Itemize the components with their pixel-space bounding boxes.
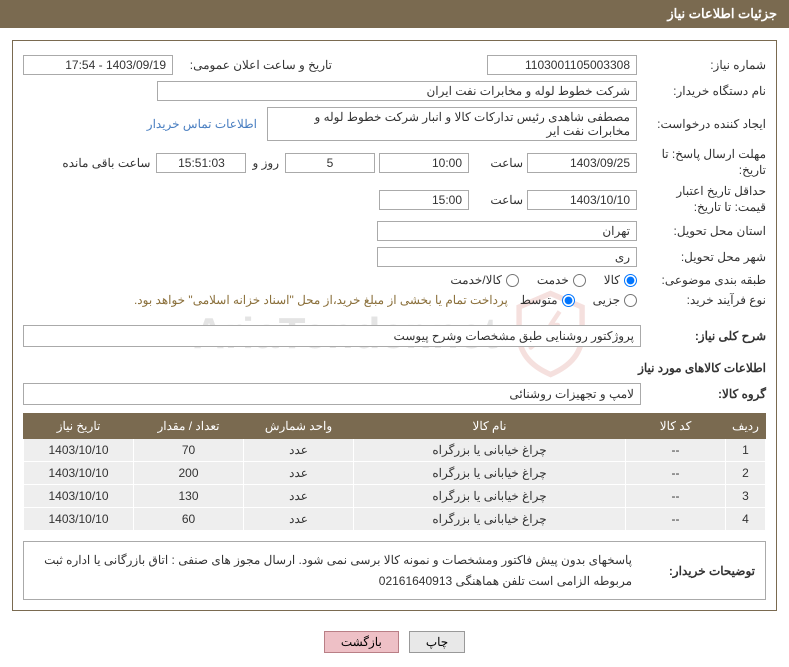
cell-qty: 200 xyxy=(134,462,244,485)
need-desc-value: پروژکتور روشنایی طبق مشخصات وشرح پیوست xyxy=(23,325,641,347)
delivery-province-label: استان محل تحویل: xyxy=(641,224,766,238)
buyer-notes-label: توضیحات خریدار: xyxy=(640,564,755,578)
back-button[interactable]: بازگشت xyxy=(324,631,399,653)
cell-date: 1403/10/10 xyxy=(24,462,134,485)
subject-radio-goods[interactable]: کالا xyxy=(604,273,637,287)
subject-radio-service[interactable]: خدمت xyxy=(537,273,586,287)
cell-code: -- xyxy=(626,508,726,531)
cell-unit: عدد xyxy=(244,485,354,508)
goods-info-title: اطلاعات کالاهای مورد نیاز xyxy=(23,361,766,375)
remain-word: ساعت باقی مانده xyxy=(62,156,150,170)
subject-class-label: طبقه بندی موضوعی: xyxy=(641,273,766,287)
button-bar: چاپ بازگشت xyxy=(0,623,789,667)
cell-idx: 2 xyxy=(726,462,766,485)
th-date: تاریخ نیاز xyxy=(24,414,134,439)
cell-idx: 1 xyxy=(726,439,766,462)
goods-group-value: لامپ و تجهیزات روشنائی xyxy=(23,383,641,405)
need-number-label: شماره نیاز: xyxy=(641,58,766,72)
cell-qty: 60 xyxy=(134,508,244,531)
response-days-remaining: 5 xyxy=(285,153,375,173)
buyer-org-value: شرکت خطوط لوله و مخابرات نفت ایران xyxy=(157,81,637,101)
table-row: 1--چراغ خیابانی یا بزرگراهعدد701403/10/1… xyxy=(24,439,766,462)
cell-name: چراغ خیابانی یا بزرگراه xyxy=(354,508,626,531)
delivery-province-value: تهران xyxy=(377,221,637,241)
panel-title: جزئیات اطلاعات نیاز xyxy=(667,6,777,21)
delivery-city-label: شهر محل تحویل: xyxy=(641,250,766,264)
purchase-radio-medium[interactable]: متوسط xyxy=(520,293,575,307)
price-validity-label: حداقل تاریخ اعتبار قیمت: تا تاریخ: xyxy=(641,184,766,215)
cell-unit: عدد xyxy=(244,508,354,531)
purchase-type-radios: جزیی متوسط xyxy=(520,293,637,307)
subject-radio-both[interactable]: کالا/خدمت xyxy=(450,273,518,287)
subject-class-radios: کالا خدمت کالا/خدمت xyxy=(450,273,637,287)
cell-date: 1403/10/10 xyxy=(24,485,134,508)
purchase-type-label: نوع فرآیند خرید: xyxy=(641,293,766,307)
cell-name: چراغ خیابانی یا بزرگراه xyxy=(354,439,626,462)
buyer-org-label: نام دستگاه خریدار: xyxy=(641,84,766,98)
cell-date: 1403/10/10 xyxy=(24,508,134,531)
buyer-notes-value: پاسخهای بدون پیش فاکتور ومشخصات و نمونه … xyxy=(34,550,632,591)
response-countdown: 15:51:03 xyxy=(156,153,246,173)
delivery-city-value: ری xyxy=(377,247,637,267)
cell-code: -- xyxy=(626,439,726,462)
th-qty: تعداد / مقدار xyxy=(134,414,244,439)
th-name: نام کالا xyxy=(354,414,626,439)
requester-value: مصطفی شاهدی رئیس تدارکات کالا و انبار شر… xyxy=(267,107,637,141)
cell-qty: 130 xyxy=(134,485,244,508)
buyer-contact-link[interactable]: اطلاعات تماس خریدار xyxy=(147,117,257,131)
th-unit: واحد شمارش xyxy=(244,414,354,439)
cell-idx: 4 xyxy=(726,508,766,531)
response-time-label: ساعت xyxy=(473,156,523,170)
cell-name: چراغ خیابانی یا بزرگراه xyxy=(354,485,626,508)
cell-code: -- xyxy=(626,462,726,485)
need-desc-label: شرح کلی نیاز: xyxy=(641,329,766,343)
announce-datetime-value: 1403/09/19 - 17:54 xyxy=(23,55,173,75)
th-code: کد کالا xyxy=(626,414,726,439)
cell-date: 1403/10/10 xyxy=(24,439,134,462)
table-row: 3--چراغ خیابانی یا بزرگراهعدد1301403/10/… xyxy=(24,485,766,508)
th-idx: ردیف xyxy=(726,414,766,439)
requester-label: ایجاد کننده درخواست: xyxy=(641,117,766,131)
cell-name: چراغ خیابانی یا بزرگراه xyxy=(354,462,626,485)
price-time-label: ساعت xyxy=(473,193,523,207)
print-button[interactable]: چاپ xyxy=(409,631,465,653)
purchase-radio-minor[interactable]: جزیی xyxy=(593,293,637,307)
response-deadline-label: مهلت ارسال پاسخ: تا تاریخ: xyxy=(641,147,766,178)
cell-qty: 70 xyxy=(134,439,244,462)
goods-table: ردیف کد کالا نام کالا واحد شمارش تعداد /… xyxy=(23,413,766,531)
announce-datetime-label: تاریخ و ساعت اعلان عمومی: xyxy=(177,58,332,72)
buyer-notes-box: توضیحات خریدار: پاسخهای بدون پیش فاکتور … xyxy=(23,541,766,600)
form-panel: شماره نیاز: 1103001105003308 تاریخ و ساع… xyxy=(12,40,777,611)
need-number-value: 1103001105003308 xyxy=(487,55,637,75)
purchase-note: پرداخت تمام یا بخشی از مبلغ خرید،از محل … xyxy=(134,293,508,307)
cell-idx: 3 xyxy=(726,485,766,508)
cell-unit: عدد xyxy=(244,439,354,462)
cell-code: -- xyxy=(626,485,726,508)
cell-unit: عدد xyxy=(244,462,354,485)
response-deadline-date: 1403/09/25 xyxy=(527,153,637,173)
panel-header: جزئیات اطلاعات نیاز xyxy=(0,0,789,28)
goods-group-label: گروه کالا: xyxy=(641,387,766,401)
response-deadline-time: 10:00 xyxy=(379,153,469,173)
table-row: 4--چراغ خیابانی یا بزرگراهعدد601403/10/1… xyxy=(24,508,766,531)
days-word: روز و xyxy=(252,156,279,170)
table-row: 2--چراغ خیابانی یا بزرگراهعدد2001403/10/… xyxy=(24,462,766,485)
price-validity-date: 1403/10/10 xyxy=(527,190,637,210)
price-validity-time: 15:00 xyxy=(379,190,469,210)
